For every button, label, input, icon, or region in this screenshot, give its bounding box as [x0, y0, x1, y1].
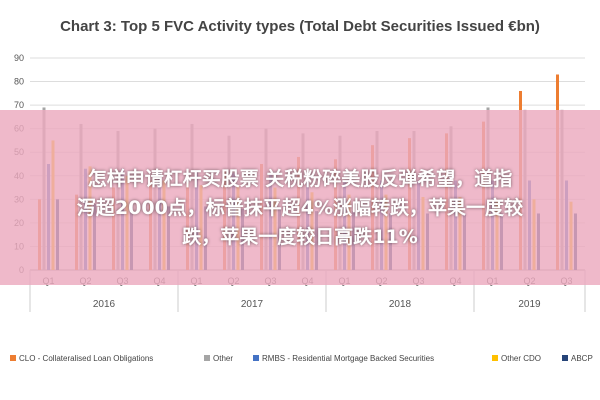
- legend-label: ABCP: [571, 354, 593, 363]
- legend-label: CLO - Collateralised Loan Obligations: [19, 354, 153, 363]
- news-banner-line: 怎样申请杠杆买股票 关税粉碎美股反弹希望，道指: [87, 168, 513, 190]
- legend-swatch: [562, 355, 568, 361]
- legend-swatch: [10, 355, 16, 361]
- legend: CLO - Collateralised Loan Obligations Oth…: [10, 354, 593, 363]
- year-label: 2019: [518, 299, 541, 310]
- legend-swatch: [492, 355, 498, 361]
- news-banner-line: 跌，苹果一度较日高跌11%: [182, 226, 418, 248]
- year-label: 2017: [241, 299, 264, 310]
- legend-label: RMBS - Residential Mortgage Backed Secur…: [262, 354, 434, 363]
- news-banner-line: 泻超2000点，标普抹平超4%涨幅转跌，苹果一度较: [76, 197, 524, 219]
- legend-swatch: [204, 355, 210, 361]
- y-tick-label: 70: [14, 100, 24, 110]
- legend-label: Other: [213, 354, 233, 363]
- news-banner: [0, 110, 600, 285]
- y-tick-label: 90: [14, 53, 24, 63]
- year-label: 2016: [93, 299, 116, 310]
- y-tick-label: 80: [14, 77, 24, 87]
- chart-title: Chart 3: Top 5 FVC Activity types (Total…: [60, 18, 540, 35]
- legend-label: Other CDO: [501, 354, 541, 363]
- news-banner-text: 怎样申请杠杆买股票 关税粉碎美股反弹希望，道指 泻超2000点，标普抹平超4%涨…: [0, 165, 600, 252]
- legend-swatch: [253, 355, 259, 361]
- year-label: 2018: [389, 299, 412, 310]
